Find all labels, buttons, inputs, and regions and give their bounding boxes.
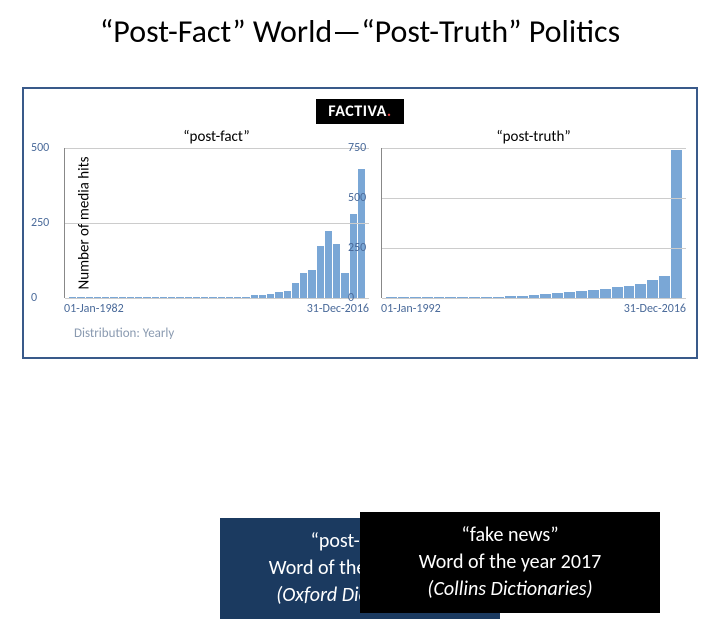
- chart-panel: Number of media hits FACTIVA. “post-fact…: [22, 87, 698, 359]
- x-start-left: 01-Jan-1982: [64, 302, 124, 316]
- callout-b-line2: Word of the year 2017: [374, 549, 646, 576]
- bar: [350, 214, 357, 298]
- x-end-left: 31-Dec-2016: [307, 302, 369, 316]
- ytick: 500: [348, 191, 366, 205]
- ytick: 0: [348, 291, 354, 305]
- callout-b-source: (Collins Dictionaries): [374, 576, 646, 603]
- page-title: “Post-Fact” World—“Post-Truth” Politics: [0, 0, 720, 57]
- bar: [358, 169, 365, 298]
- bar: [624, 286, 635, 298]
- bar: [308, 270, 315, 299]
- x-end-right: 31-Dec-2016: [624, 302, 686, 316]
- x-start-right: 01-Jan-1992: [381, 302, 441, 316]
- logo-dot: .: [387, 102, 392, 121]
- ytick: 250: [348, 241, 366, 255]
- charts-row: “post-fact” 0 250 500 01-Jan-1982 31-Dec-2…: [64, 128, 686, 316]
- chart-left: “post-fact” 0 250 500 01-Jan-1982 31-Dec-2…: [64, 128, 369, 316]
- bar: [284, 291, 291, 299]
- chart-left-area: 0250500: [64, 148, 369, 298]
- chart-right-label: “post-truth”: [381, 128, 686, 146]
- chart-right-xlabels: 01-Jan-1992 31-Dec-2016: [381, 302, 686, 316]
- callout-fake-news: “fake news” Word of the year 2017 (Colli…: [360, 512, 660, 613]
- bar: [576, 291, 587, 298]
- bar: [659, 276, 670, 298]
- distribution-label: Distribution: Yearly: [74, 326, 686, 341]
- bar: [647, 280, 658, 298]
- chart-right: “post-truth” 0250500750 01-Jan-1992 31-D…: [381, 128, 686, 316]
- chart-left-label: “post-fact”: [64, 128, 369, 146]
- ytick: 750: [348, 141, 366, 155]
- callout-b-line1: “fake news”: [374, 522, 646, 549]
- bar: [333, 244, 340, 298]
- bar: [325, 231, 332, 299]
- ytick: 0: [31, 291, 37, 305]
- ytick: 250: [31, 216, 49, 230]
- ytick: 500: [31, 141, 49, 155]
- logo-text: FACTIVA: [328, 102, 387, 121]
- factiva-logo: FACTIVA.: [316, 99, 403, 124]
- bars-right: [382, 148, 686, 298]
- bar: [612, 287, 623, 298]
- bar: [600, 289, 611, 298]
- bar: [635, 284, 646, 298]
- chart-left-xlabels: 01-Jan-1982 31-Dec-2016: [64, 302, 369, 316]
- chart-right-area: 0250500750: [381, 148, 686, 298]
- bar: [317, 246, 324, 299]
- bar: [300, 273, 307, 299]
- bar: [588, 290, 599, 298]
- logo-wrap: FACTIVA.: [34, 99, 686, 124]
- bar: [671, 150, 682, 298]
- bar: [292, 283, 299, 298]
